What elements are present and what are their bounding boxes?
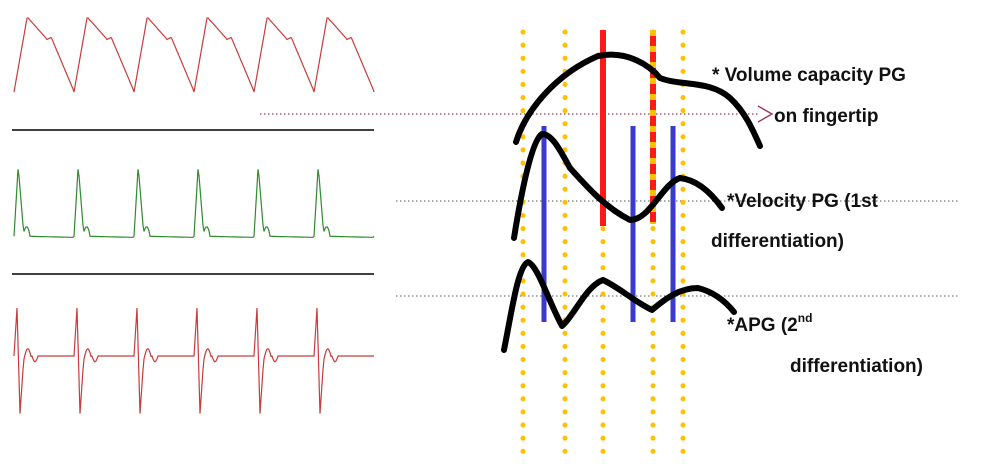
velocity-pg-label-line1: *Velocity PG (1st (727, 191, 879, 212)
velocity-pg-label-line2: differentiation) (711, 231, 844, 252)
schematic-curves (501, 51, 763, 353)
apg-curve (501, 259, 737, 353)
labels: * Volume capacity PG on fingertip *Veloc… (711, 65, 923, 377)
red-markers (600, 30, 656, 226)
apg-label-prefix: *APG (2 (727, 315, 798, 336)
dotted-markers (520, 29, 686, 461)
left-waveforms (12, 17, 375, 414)
velocity-pg-curve (511, 131, 725, 241)
apg-label-superscript: nd (798, 311, 813, 325)
volume-pg-curve (513, 51, 763, 149)
volume-pg-waveform (13, 17, 375, 93)
apg-label-line2: differentiation) (790, 356, 923, 377)
apg-waveform (13, 307, 374, 414)
guide-arrow-head (757, 105, 774, 123)
volume-pg-label-line1: * Volume capacity PG (712, 65, 906, 86)
velocity-pg-waveform (13, 169, 375, 239)
volume-pg-label-line2: on fingertip (774, 106, 878, 127)
apg-label-line1: *APG (2nd (727, 311, 812, 336)
